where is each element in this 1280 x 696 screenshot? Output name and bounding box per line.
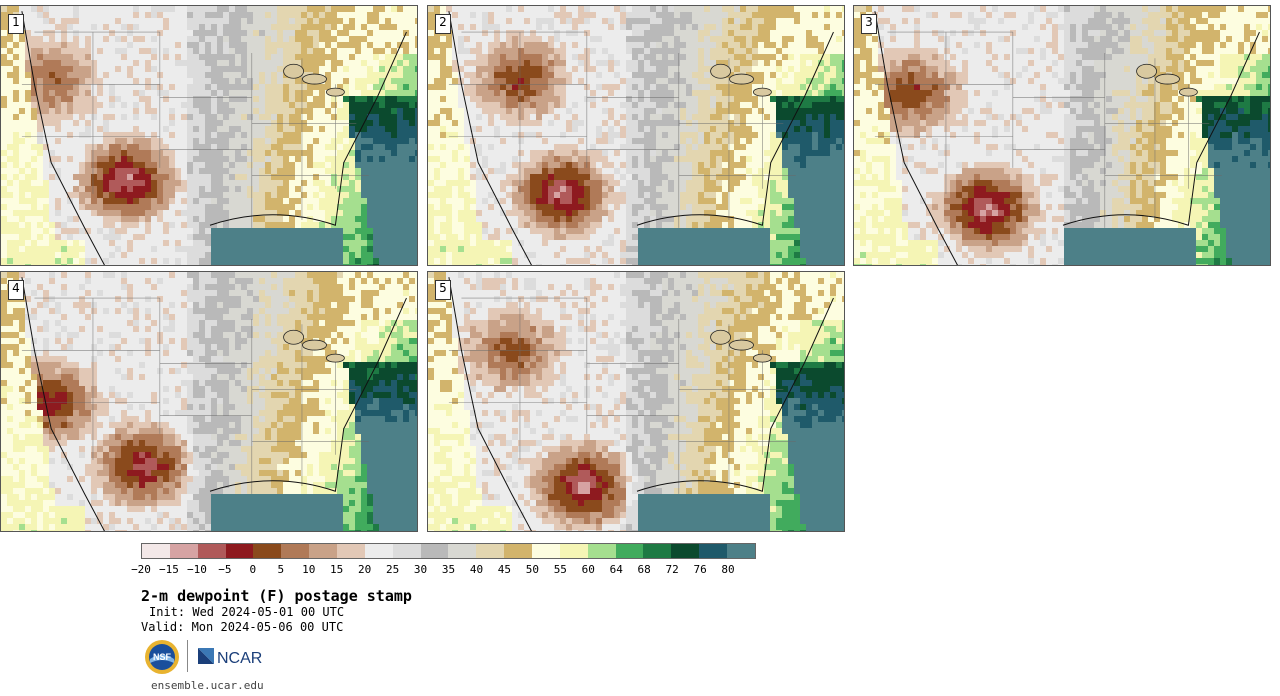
colorbar-tick-label: 76 (693, 563, 707, 576)
colorbar-tick-label: 50 (525, 563, 539, 576)
colorbar-swatch (476, 544, 505, 558)
dewpoint-map (428, 6, 844, 265)
colorbar-swatch (727, 544, 755, 558)
dewpoint-map (428, 272, 844, 531)
member-number-label: 5 (435, 280, 451, 300)
colorbar-tick-label: 40 (469, 563, 484, 576)
colorbar-swatch (420, 544, 449, 558)
colorbar-tick-label: 30 (413, 563, 428, 576)
coastline (874, 11, 1260, 265)
colorbar-tick-label: 20 (358, 563, 372, 576)
colorbar-tick-label: 68 (637, 563, 651, 576)
dewpoint-map (854, 6, 1270, 265)
colorbar-swatch (309, 544, 338, 558)
ncar-logo: NCAR (198, 648, 262, 667)
colorbar-tick-label: 10 (302, 563, 316, 576)
colorbar-swatch (253, 544, 282, 558)
colorbar-swatch (225, 544, 254, 558)
logo-divider (187, 640, 188, 672)
colorbar-swatch (169, 544, 198, 558)
colorbar-swatch (559, 544, 588, 558)
colorbar-swatch (142, 544, 170, 558)
colorbar-tick-label: 60 (581, 563, 595, 576)
postage-stamp-panel: 2 (427, 5, 845, 266)
member-number-label: 2 (435, 14, 451, 34)
website-text: ensemble.ucar.edu (151, 679, 264, 692)
init-time: Init: Wed 2024-05-01 00 UTC (149, 605, 345, 619)
colorbar-swatch (337, 544, 365, 558)
colorbar-tick-label: 80 (721, 563, 735, 576)
colorbar-swatch (643, 544, 672, 558)
postage-stamp-panel: 5 (427, 271, 845, 532)
postage-stamp-panel: 3 (853, 5, 1271, 266)
coastline (448, 11, 834, 265)
colorbar-swatch (197, 544, 226, 558)
colorbar-swatch (699, 544, 728, 558)
member-number-label: 4 (8, 280, 24, 300)
colorbar-swatch (364, 544, 393, 558)
coastline (21, 11, 407, 265)
colorbar-swatch (281, 544, 310, 558)
valid-time: Valid: Mon 2024-05-06 00 UTC (141, 620, 344, 634)
colorbar-ticks: −20 −15 −10 −5 0 5 10 15 20 25 30 35 40 45 50 55 60 64 68 7… (131, 563, 756, 577)
postage-stamp-panel: 1 (0, 5, 418, 266)
dewpoint-colorbar (141, 543, 756, 559)
coastline (448, 277, 834, 531)
member-number-label: 3 (861, 14, 877, 34)
colorbar-tick-label: 5 (277, 563, 285, 576)
colorbar-tick-label: −15 (159, 563, 179, 576)
colorbar-tick-label: −20 (131, 563, 151, 576)
dewpoint-map (1, 6, 417, 265)
colorbar-tick-label: 55 (553, 563, 567, 576)
colorbar-tick-label: 35 (441, 563, 456, 576)
dewpoint-map (1, 272, 417, 531)
postage-stamp-panel: 4 (0, 271, 418, 532)
colorbar-tick-label: 64 (609, 563, 623, 576)
coastline (21, 277, 407, 531)
colorbar-tick-label: −10 (186, 563, 207, 576)
colorbar-tick-label: 72 (665, 563, 679, 576)
colorbar-tick-label: −5 (218, 563, 232, 576)
colorbar-swatch (587, 544, 616, 558)
colorbar-tick-label: 45 (497, 563, 512, 576)
colorbar-swatch (532, 544, 560, 558)
colorbar-swatch (671, 544, 700, 558)
colorbar-swatch (504, 544, 533, 558)
colorbar-swatch (448, 544, 477, 558)
colorbar-tick-label: 0 (249, 563, 257, 576)
colorbar-tick-label: 15 (330, 563, 344, 576)
member-number-label: 1 (8, 14, 24, 34)
nsf-logo: NSF (145, 640, 179, 674)
colorbar-swatch (392, 544, 421, 558)
colorbar-swatch (615, 544, 644, 558)
colorbar-tick-label: 25 (385, 563, 400, 576)
chart-title: 2-m dewpoint (F) postage stamp (141, 587, 412, 605)
